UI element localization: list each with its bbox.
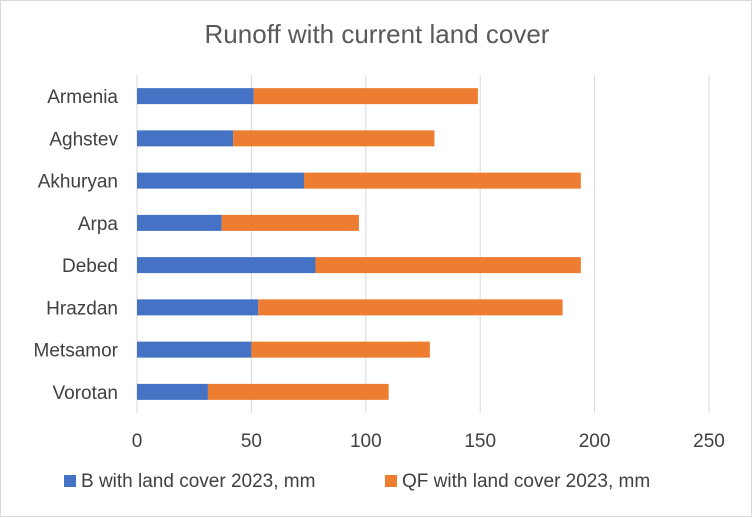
bar-b-armenia: [137, 88, 254, 105]
category-label: Debed: [62, 256, 118, 277]
bar-b-metsamor: [137, 341, 252, 358]
bar-b-aghstev: [137, 130, 234, 147]
x-tick-label: 200: [579, 431, 611, 452]
x-tick-label: 250: [693, 431, 725, 452]
legend-swatch: [64, 475, 76, 487]
bar-b-debed: [137, 257, 316, 274]
category-labels: Armenia Aghstev Akhuryan Arpa Debed Hrazdan Me…: [34, 87, 119, 404]
bars: [137, 88, 581, 400]
bar-qf-akhuryan: [304, 172, 581, 189]
gridlines: [136, 75, 710, 413]
x-tick-label: 150: [464, 431, 496, 452]
bar-qf-armenia: [253, 88, 478, 105]
bar-qf-arpa: [221, 214, 359, 231]
bar-qf-vorotan: [207, 383, 389, 400]
category-label: Hrazdan: [46, 298, 118, 319]
legend-swatch: [385, 475, 397, 487]
legend-label: B with land cover 2023, mm: [81, 471, 315, 492]
category-label: Aghstev: [49, 129, 118, 150]
bar-b-vorotan: [137, 383, 208, 400]
bar-qf-hrazdan: [258, 299, 563, 316]
x-tick-label: 100: [350, 431, 382, 452]
category-label: Akhuryan: [38, 172, 118, 193]
legend: B with land cover 2023, mm QF with land c…: [64, 471, 650, 492]
category-label: Armenia: [47, 87, 118, 108]
x-tick-label: 0: [132, 431, 143, 452]
x-tick-labels: 0 50 100 150 200 250: [132, 431, 725, 452]
bar-b-hrazdan: [137, 299, 259, 316]
bar-b-arpa: [137, 214, 222, 231]
chart-title: Runoff with current land cover: [205, 19, 550, 49]
x-tick-label: 50: [241, 431, 262, 452]
category-label: Arpa: [78, 214, 119, 235]
category-label: Vorotan: [53, 383, 119, 404]
category-label: Metsamor: [34, 341, 119, 362]
bar-qf-metsamor: [251, 341, 430, 358]
bar-b-akhuryan: [137, 172, 305, 189]
bar-qf-debed: [315, 257, 581, 274]
bar-qf-aghstev: [233, 130, 435, 147]
legend-label: QF with land cover 2023, mm: [402, 471, 650, 492]
